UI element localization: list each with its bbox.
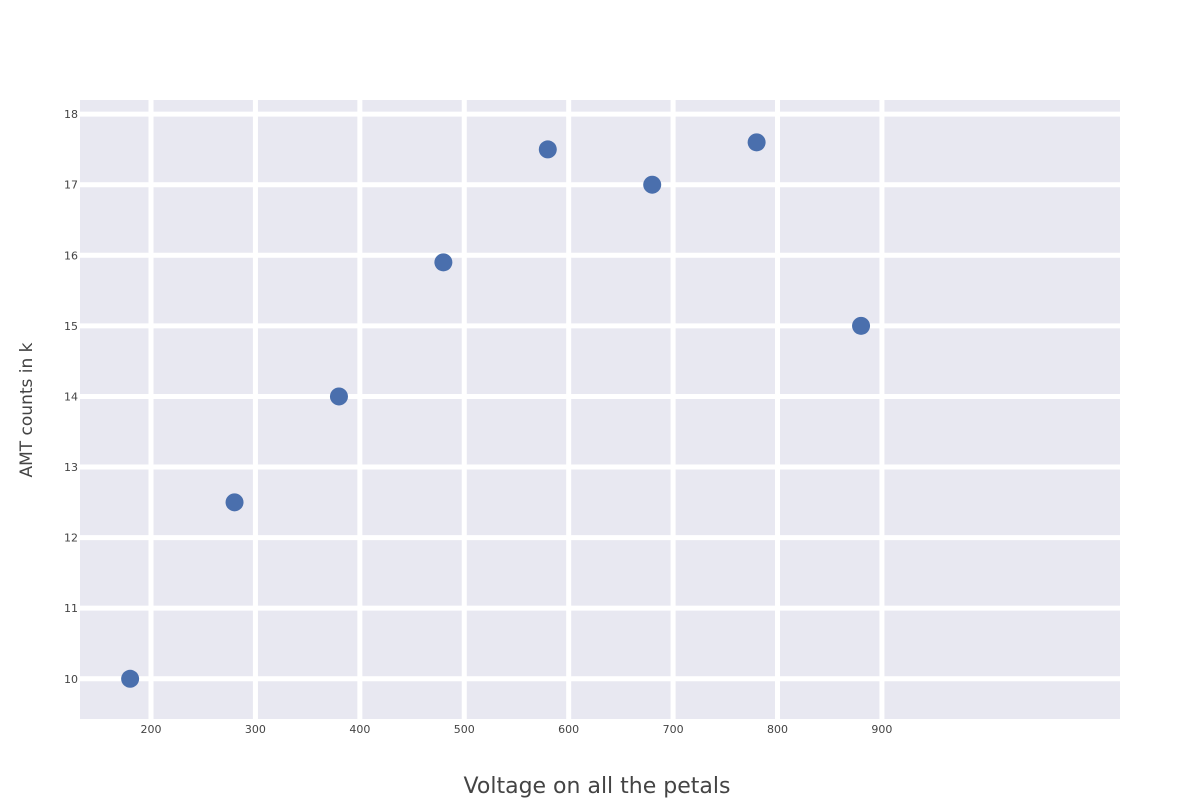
y-tick-label: 16 (64, 249, 78, 262)
x-tick-label: 700 (663, 723, 684, 736)
tick-labels: 200 300 400 500 600 700 800 900 10 11 12 13 14 15 16 17… (64, 108, 892, 736)
y-tick-label: 18 (64, 108, 78, 121)
data-point (329, 387, 348, 406)
x-tick-label: 800 (767, 723, 788, 736)
y-tick-label: 14 (64, 390, 78, 403)
x-tick-label: 900 (871, 723, 892, 736)
y-tick-label: 12 (64, 532, 78, 545)
x-tick-label: 600 (558, 723, 579, 736)
y-tick-label: 17 (64, 179, 78, 192)
x-tick-label: 200 (141, 723, 162, 736)
y-tick-label: 13 (64, 461, 78, 474)
data-point (643, 175, 662, 194)
data-point (434, 253, 453, 272)
data-point (121, 669, 140, 688)
data-point (747, 133, 766, 152)
x-tick-label: 500 (454, 723, 475, 736)
plot-background (80, 100, 1120, 719)
x-axis-title: Voltage on all the petals (464, 774, 731, 799)
gridlines (80, 100, 1120, 719)
y-tick-label: 10 (64, 673, 78, 686)
y-tick-label: 15 (64, 320, 78, 333)
data-point (852, 316, 871, 335)
x-tick-label: 300 (245, 723, 266, 736)
y-tick-label: 11 (64, 602, 78, 615)
x-tick-label: 400 (349, 723, 370, 736)
data-point (538, 140, 557, 159)
data-points (121, 133, 871, 688)
y-axis-title: AMT counts in k (17, 342, 37, 477)
data-point (225, 493, 244, 512)
